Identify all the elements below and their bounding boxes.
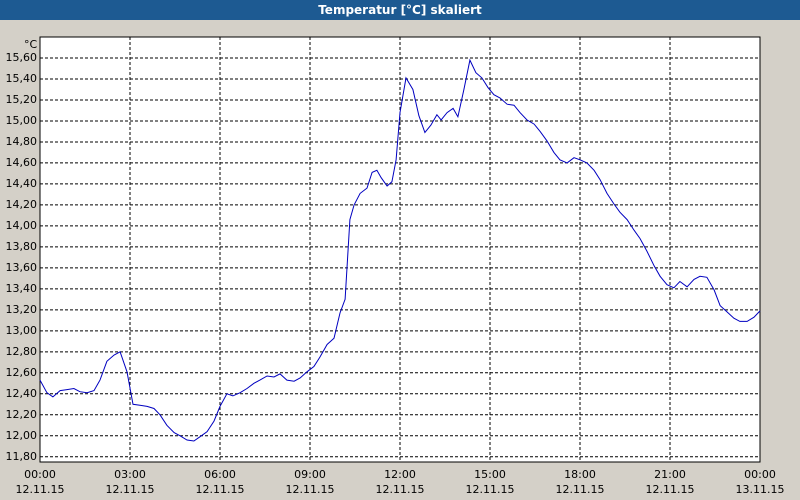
y-tick-label: 15,00 (6, 114, 38, 127)
x-tick-label: 18:00 (564, 468, 596, 481)
x-tick-date: 12.11.15 (286, 483, 335, 496)
x-tick-date: 12.11.15 (106, 483, 155, 496)
x-tick-label: 06:00 (204, 468, 236, 481)
y-tick-label: 15,60 (6, 51, 38, 64)
x-tick-label: 09:00 (294, 468, 326, 481)
data-line (39, 58, 761, 442)
y-tick-label: 12,40 (6, 387, 38, 400)
y-tick-label: 14,40 (6, 177, 38, 190)
x-tick-label: 21:00 (654, 468, 686, 481)
x-tick-date: 12.11.15 (556, 483, 605, 496)
x-tick-label: 00:00 (744, 468, 776, 481)
x-tick-label: 03:00 (114, 468, 146, 481)
y-tick-label: 15,40 (6, 72, 38, 85)
y-tick-label: 15,20 (6, 93, 38, 106)
title-bar: Temperatur [°C] skaliert (0, 0, 800, 20)
x-tick-date: 12.11.15 (16, 483, 65, 496)
y-tick-label: 14,60 (6, 156, 38, 169)
y-tick-label: 14,20 (6, 198, 38, 211)
x-tick-date: 12.11.15 (196, 483, 245, 496)
y-tick-label: 12,60 (6, 366, 38, 379)
y-tick-label: 12,80 (6, 345, 38, 358)
y-tick-label: 12,00 (6, 429, 38, 442)
y-tick-label: 14,00 (6, 219, 38, 232)
x-tick-date: 13.11.15 (736, 483, 785, 496)
y-tick-label: 13,60 (6, 261, 38, 274)
chart: °C 11,80 12,00 12,20 12,40 12,60 12,80 13,00 13… (6, 36, 785, 496)
x-tick-date: 12.11.15 (646, 483, 695, 496)
y-unit: °C (24, 38, 38, 51)
x-tick-date: 12.11.15 (376, 483, 425, 496)
y-tick-label: 13,00 (6, 324, 38, 337)
y-tick-label: 12,20 (6, 408, 38, 421)
x-tick-date: 12.11.15 (466, 483, 515, 496)
y-tick-label: 11,80 (6, 450, 38, 463)
y-tick-label: 13,40 (6, 282, 38, 295)
x-tick-label: 00:00 (24, 468, 56, 481)
x-tick-label: 12:00 (384, 468, 416, 481)
y-tick-label: 14,80 (6, 135, 38, 148)
y-tick-label: 13,80 (6, 240, 38, 253)
x-tick-label: 15:00 (474, 468, 506, 481)
y-tick-label: 13,20 (6, 303, 38, 316)
